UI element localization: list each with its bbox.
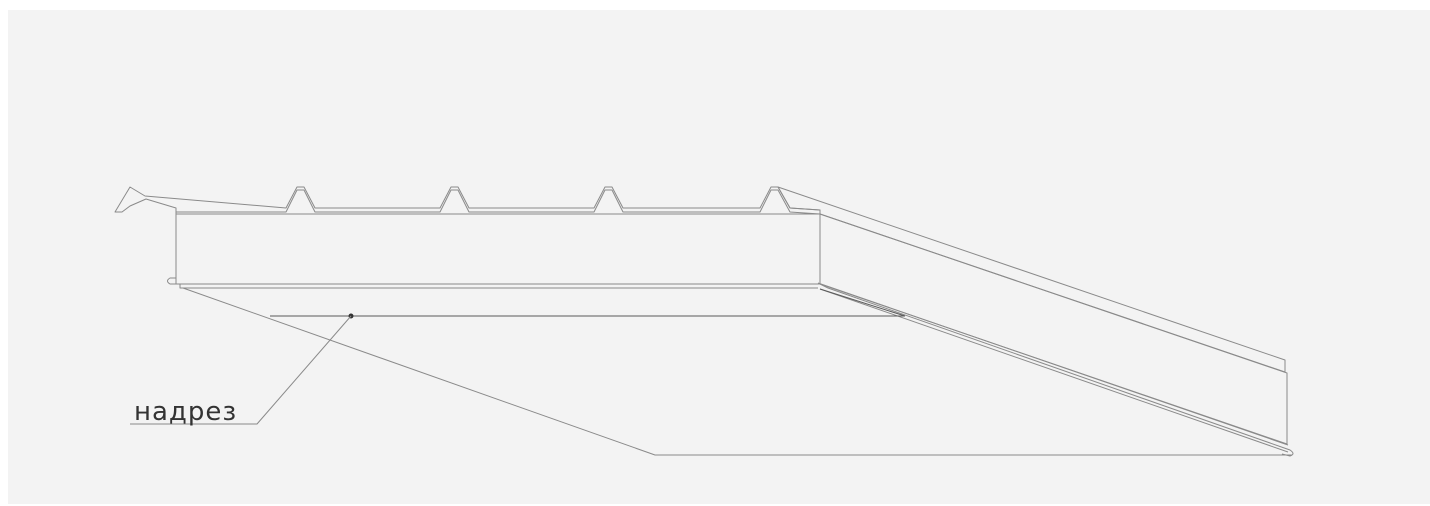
insulation-core-front bbox=[175, 189, 821, 285]
callout-label: надрез bbox=[134, 397, 237, 427]
cut-line bbox=[270, 288, 906, 317]
bottom-sheet-lip bbox=[167, 277, 1294, 457]
insulation-core-side bbox=[819, 213, 1288, 445]
drawing-area bbox=[8, 10, 1430, 504]
bottom-sheet-front-fold bbox=[179, 284, 818, 289]
bottom-face-outline bbox=[182, 287, 1292, 456]
bottom-sheet-side bbox=[817, 282, 1289, 453]
callout-leader bbox=[130, 315, 352, 425]
top-profiled-sheet bbox=[114, 186, 821, 215]
top-sheet-side bbox=[777, 186, 1286, 373]
